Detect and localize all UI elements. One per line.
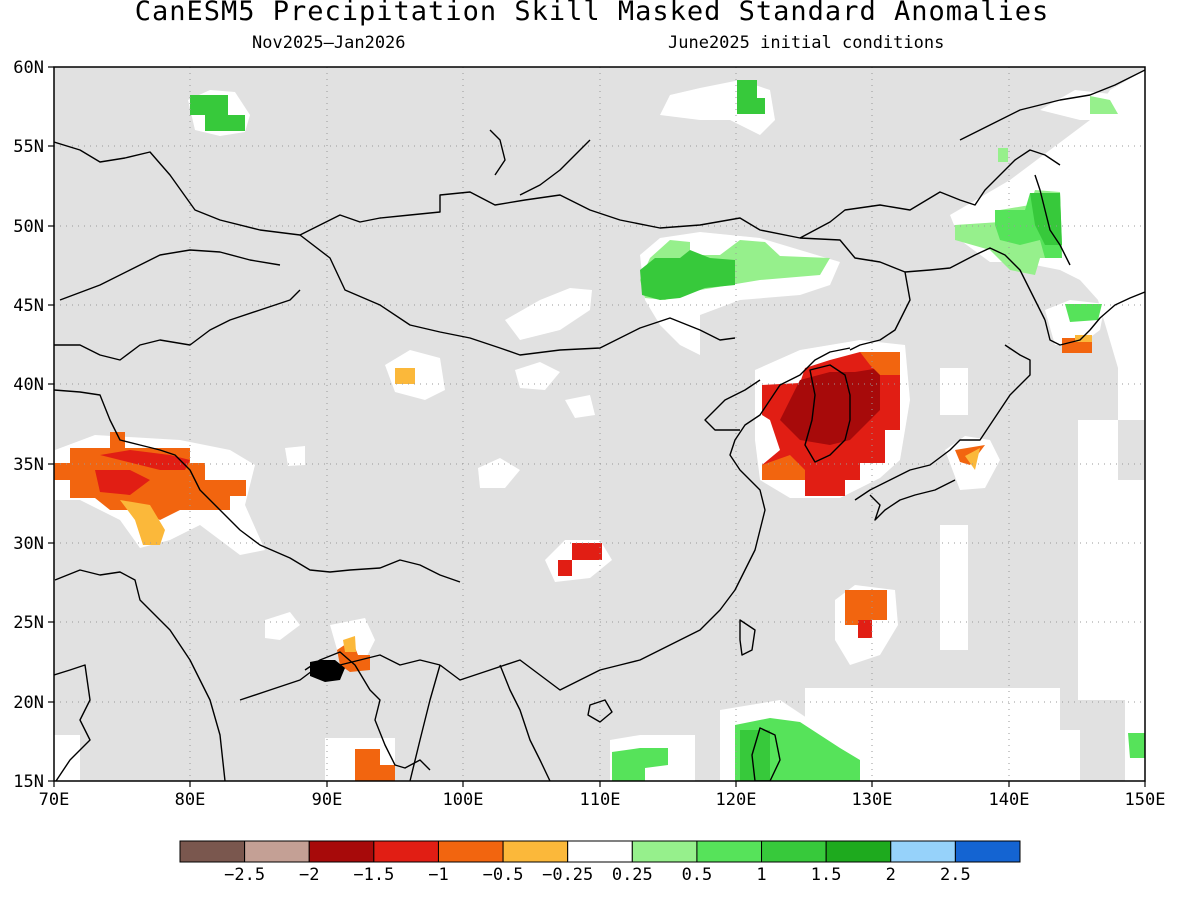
colorbar-label: 1.5 bbox=[811, 865, 842, 885]
colorbar-swatch bbox=[567, 840, 633, 863]
colorbar-label: −2.5 bbox=[224, 865, 265, 885]
season-label: Nov2025–Jan2026 bbox=[252, 33, 406, 53]
lat-label: 30N bbox=[13, 534, 44, 554]
colorbar-label: −0.5 bbox=[483, 865, 524, 885]
latitude-labels: 60N 55N 50N 45N 40N 35N 30N 25N 20N 15N bbox=[13, 58, 44, 792]
lon-label: 140E bbox=[989, 790, 1030, 810]
map-title: CanESM5 Precipitation Skill Masked Stand… bbox=[134, 0, 1050, 27]
colorbar-label: −2 bbox=[299, 865, 319, 885]
colorbar-swatch bbox=[308, 840, 375, 863]
colorbar-label: −0.25 bbox=[542, 865, 593, 885]
colorbar bbox=[179, 840, 1021, 863]
positive-anomaly-regions bbox=[190, 80, 1145, 781]
colorbar-swatch bbox=[179, 840, 246, 863]
lon-label: 130E bbox=[852, 790, 893, 810]
colorbar-swatch bbox=[954, 840, 1021, 863]
lon-label: 70E bbox=[39, 790, 70, 810]
lon-label: 90E bbox=[312, 790, 343, 810]
longitude-labels: 70E 80E 90E 100E 110E 120E 130E 140E 150… bbox=[39, 790, 1166, 810]
colorbar-label: 0.5 bbox=[682, 865, 713, 885]
plot-area bbox=[54, 67, 1145, 781]
lat-label: 50N bbox=[13, 217, 44, 237]
colorbar-label: −1 bbox=[428, 865, 448, 885]
lat-label: 15N bbox=[13, 772, 44, 792]
colorbar-swatch bbox=[631, 840, 698, 863]
colorbar-swatch bbox=[437, 840, 504, 863]
lon-label: 150E bbox=[1125, 790, 1166, 810]
initial-conditions-label: June2025 initial conditions bbox=[668, 33, 945, 53]
colorbar-swatch bbox=[502, 840, 569, 863]
colorbar-label: 1 bbox=[756, 865, 766, 885]
lat-label: 45N bbox=[13, 296, 44, 316]
lat-label: 40N bbox=[13, 375, 44, 395]
lat-label: 60N bbox=[13, 58, 44, 78]
colorbar-swatch bbox=[825, 840, 892, 863]
colorbar-swatch bbox=[373, 840, 439, 863]
colorbar-label: −1.5 bbox=[353, 865, 394, 885]
lat-label: 25N bbox=[13, 613, 44, 633]
lon-label: 100E bbox=[443, 790, 484, 810]
coastlines-and-borders bbox=[54, 69, 1145, 781]
colorbar-label: 0.25 bbox=[612, 865, 653, 885]
lon-label: 120E bbox=[716, 790, 757, 810]
lon-label: 80E bbox=[175, 790, 206, 810]
negative-anomaly-regions bbox=[54, 335, 1092, 781]
colorbar-swatch bbox=[890, 840, 956, 863]
tick-marks bbox=[48, 66, 1146, 787]
colorbar-swatch bbox=[244, 840, 310, 863]
colorbar-swatch bbox=[761, 840, 827, 863]
colorbar-labels: −2.5 −2 −1.5 −1 −0.5 −0.25 0.25 0.5 1 1.5 2 2.5 bbox=[224, 865, 971, 885]
lon-label: 110E bbox=[580, 790, 621, 810]
water-bodies bbox=[310, 660, 345, 682]
lat-label: 55N bbox=[13, 137, 44, 157]
colorbar-label: 2.5 bbox=[940, 865, 971, 885]
colorbar-swatch bbox=[696, 840, 763, 863]
lat-label: 20N bbox=[13, 693, 44, 713]
lat-label: 35N bbox=[13, 455, 44, 475]
colorbar-label: 2 bbox=[886, 865, 896, 885]
